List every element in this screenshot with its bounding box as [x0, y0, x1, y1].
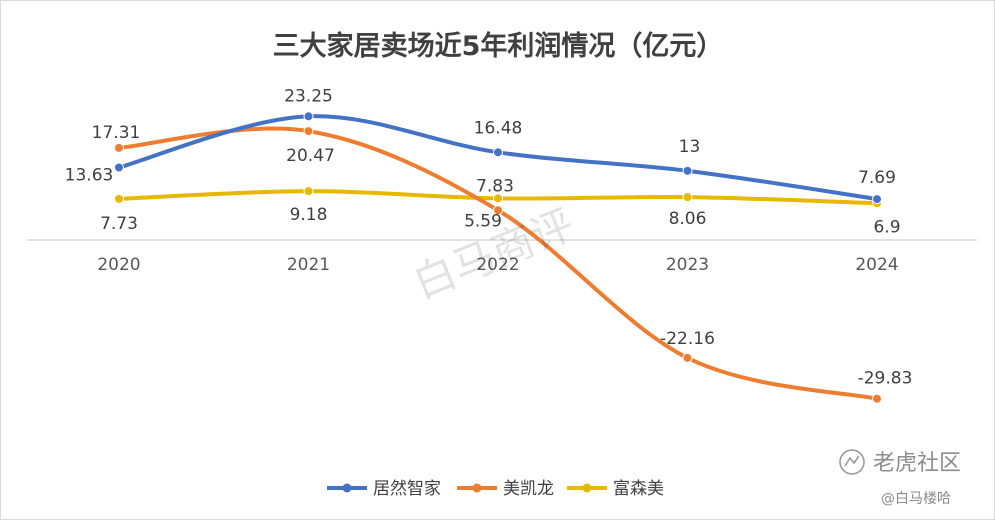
- data-label: 13.63: [65, 165, 114, 185]
- x-tick-label: 2020: [97, 255, 140, 275]
- data-label: 9.18: [290, 205, 328, 225]
- tiger-logo-stroke-icon: [844, 455, 860, 467]
- data-label: 17.31: [92, 123, 141, 143]
- data-label: -22.16: [660, 329, 715, 349]
- data-label: 16.48: [474, 118, 523, 138]
- data-label: -29.83: [858, 369, 913, 389]
- legend-swatch-marker: [582, 483, 592, 493]
- data-point-marker: [493, 147, 503, 158]
- legend-swatch-marker: [342, 483, 352, 493]
- logo-watermark: 老虎社区: [839, 449, 961, 476]
- author-watermark: @白马楼哈: [881, 491, 951, 507]
- data-point-marker: [493, 205, 503, 216]
- data-label: 6.9: [873, 217, 900, 237]
- x-tick-label: 2023: [666, 255, 709, 275]
- data-point-marker: [114, 162, 124, 173]
- data-point-marker: [114, 142, 124, 153]
- data-point-marker: [303, 126, 314, 137]
- legend-label: 居然智家: [373, 479, 441, 499]
- data-label: 8.06: [669, 209, 707, 229]
- data-point-marker: [682, 352, 693, 363]
- data-point-marker: [493, 193, 503, 204]
- data-label: 7.83: [476, 176, 514, 196]
- data-point-marker: [682, 192, 693, 203]
- data-point-marker: [872, 194, 882, 205]
- x-tick-label: 2021: [287, 255, 330, 275]
- data-label: 7.69: [858, 168, 896, 188]
- data-label: 23.25: [284, 86, 333, 106]
- data-point-marker: [303, 186, 314, 197]
- data-label: 7.73: [100, 214, 138, 234]
- legend-label: 富森美: [613, 479, 664, 499]
- tiger-logo-icon: [839, 449, 865, 475]
- series-layer: [114, 111, 882, 404]
- data-point-marker: [114, 193, 124, 204]
- data-point-marker: [303, 111, 314, 122]
- data-point-marker: [682, 165, 693, 176]
- chart-title: 三大家居卖场近5年利润情况（亿元）: [273, 30, 724, 62]
- data-labels: 13.63 23.25 16.48 13 7.69 17.31 20.47 5.59 -22.1…: [65, 86, 913, 388]
- x-axis-tick-labels: 2020 2021 2022 2023 2024: [97, 255, 898, 275]
- logo-watermark-text: 老虎社区: [873, 451, 961, 476]
- data-label: 5.59: [464, 211, 502, 231]
- data-label: 20.47: [286, 146, 335, 166]
- data-point-marker: [872, 393, 882, 404]
- x-tick-label: 2022: [476, 255, 519, 275]
- chart-legend: 居然智家 美凯龙 富森美: [327, 479, 664, 499]
- legend-swatch-marker: [472, 483, 482, 493]
- legend-label: 美凯龙: [503, 479, 554, 499]
- data-label: 13: [679, 137, 701, 157]
- x-tick-label: 2024: [855, 255, 898, 275]
